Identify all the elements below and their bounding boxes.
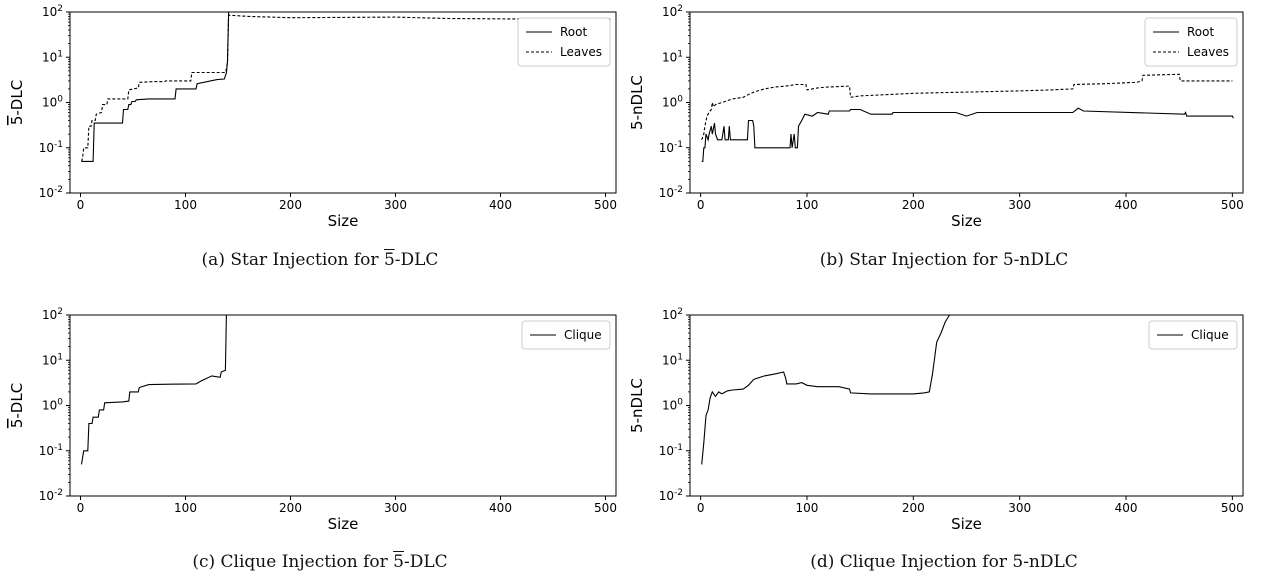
caption-b: (b) Star Injection for 5-nDLC	[819, 250, 1069, 270]
x-tick-label: 100	[796, 198, 819, 212]
series-line-leaves	[701, 73, 1233, 140]
legend-box	[1144, 17, 1238, 67]
x-tick-label: 300	[1008, 198, 1031, 212]
x-tick-label: 0	[697, 501, 705, 515]
x-tick-label: 200	[902, 198, 925, 212]
y-axis-label: 5-DLC	[8, 80, 26, 125]
y-tick-label: 10-1	[659, 140, 683, 155]
y-tick-label: 10-2	[39, 488, 63, 503]
x-tick-label: 500	[1221, 501, 1244, 515]
y-axis-label: 5-nDLC	[628, 75, 646, 130]
x-tick-label: 300	[384, 198, 407, 212]
legend: Clique	[521, 320, 611, 350]
legend-label-root: Root	[560, 25, 587, 39]
x-tick-label: 300	[384, 501, 407, 515]
x-axis-label: Size	[951, 212, 982, 230]
legend: Root Leaves	[517, 17, 611, 67]
y-axis-label: 5-DLC	[8, 383, 26, 428]
y-tick-label: 10-1	[39, 140, 63, 155]
x-tick-label: 0	[697, 198, 705, 212]
legend: Root Leaves	[1144, 17, 1238, 67]
y-tick-label: 100	[42, 95, 63, 110]
x-tick-label: 400	[1115, 198, 1138, 212]
y-tick-label: 100	[662, 95, 683, 110]
series-line-root	[701, 107, 1234, 162]
caption-a: (a) Star Injection for 5-DLC	[201, 250, 439, 270]
y-tick-label: 101	[42, 352, 63, 367]
chart-2: 0 100 200 300 400 500 10-2 10-1 100 101 102 Size 5-D…	[8, 307, 617, 533]
chart-1: 0 100 200 300 400 500 10-2 10-1 100 101 102 Size 5-n…	[628, 4, 1244, 230]
y-tick-label: 10-1	[659, 443, 683, 458]
series-line-clique	[80, 314, 611, 465]
series-line-root	[81, 11, 611, 162]
x-tick-label: 200	[279, 198, 302, 212]
y-tick-label: 100	[42, 398, 63, 413]
x-tick-label: 200	[279, 501, 302, 515]
legend-box	[1148, 320, 1238, 350]
x-axis-label: Size	[328, 212, 359, 230]
x-tick-label: 0	[77, 198, 85, 212]
x-tick-label: 100	[174, 501, 197, 515]
y-tick-label: 101	[662, 49, 683, 64]
series-line-leaves	[80, 14, 611, 162]
legend-box	[521, 320, 611, 350]
x-tick-label: 500	[594, 198, 617, 212]
legend-box	[517, 17, 611, 67]
x-tick-label: 100	[174, 198, 197, 212]
x-tick-label: 400	[1115, 501, 1138, 515]
x-tick-label: 400	[489, 501, 512, 515]
y-tick-label: 102	[662, 307, 683, 322]
caption-c: (c) Clique Injection for 5-DLC	[192, 552, 448, 572]
legend-label-root: Root	[1187, 25, 1214, 39]
y-tick-label: 10-2	[659, 488, 683, 503]
x-tick-label: 100	[796, 501, 819, 515]
legend-label-leaves: Leaves	[560, 45, 602, 59]
x-tick-label: 300	[1008, 501, 1031, 515]
x-tick-label: 0	[77, 501, 85, 515]
y-tick-label: 102	[42, 4, 63, 19]
x-tick-label: 200	[902, 501, 925, 515]
y-tick-label: 102	[42, 307, 63, 322]
legend-label-clique: Clique	[1191, 328, 1229, 342]
y-tick-label: 100	[662, 398, 683, 413]
y-tick-label: 10-2	[39, 185, 63, 200]
x-axis-label: Size	[328, 515, 359, 533]
legend: Clique	[1148, 320, 1238, 350]
x-tick-label: 500	[1221, 198, 1244, 212]
legend-label-leaves: Leaves	[1187, 45, 1229, 59]
y-tick-label: 10-1	[39, 443, 63, 458]
x-tick-label: 400	[489, 198, 512, 212]
y-axis-label: 5-nDLC	[628, 378, 646, 433]
series-line-clique	[701, 314, 1238, 465]
x-axis-label: Size	[951, 515, 982, 533]
y-tick-label: 10-2	[659, 185, 683, 200]
legend-label-clique: Clique	[564, 328, 602, 342]
caption-d: (d) Clique Injection for 5-nDLC	[810, 552, 1078, 572]
y-tick-label: 101	[662, 352, 683, 367]
chart-3: 0 100 200 300 400 500 10-2 10-1 100 101 102 Size 5-n…	[628, 307, 1244, 533]
chart-0: 0 100 200 300 400 500 10-2 10-1 100 101 102 Size 5-D…	[8, 4, 617, 230]
x-tick-label: 500	[594, 501, 617, 515]
y-tick-label: 102	[662, 4, 683, 19]
y-tick-label: 101	[42, 49, 63, 64]
